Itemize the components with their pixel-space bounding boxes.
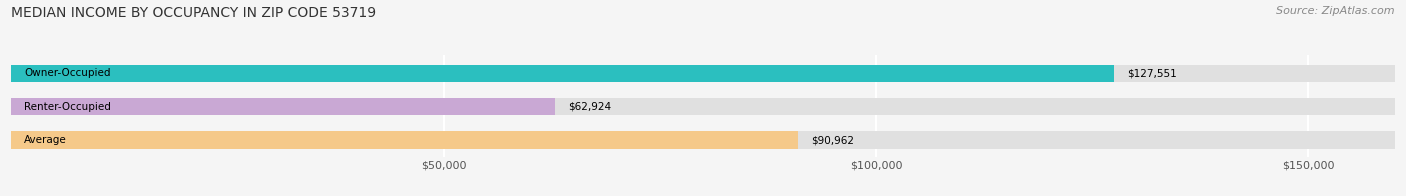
Text: $90,962: $90,962: [811, 135, 853, 145]
Bar: [11, 64, 1395, 82]
Text: Owner-Occupied: Owner-Occupied: [24, 68, 111, 78]
Bar: [11, 98, 1395, 115]
Text: Source: ZipAtlas.com: Source: ZipAtlas.com: [1277, 6, 1395, 16]
Text: $62,924: $62,924: [568, 102, 612, 112]
Bar: [11, 64, 1114, 82]
Text: Renter-Occupied: Renter-Occupied: [24, 102, 111, 112]
Text: Average: Average: [24, 135, 67, 145]
Bar: [11, 98, 555, 115]
Bar: [11, 131, 1395, 149]
Text: MEDIAN INCOME BY OCCUPANCY IN ZIP CODE 53719: MEDIAN INCOME BY OCCUPANCY IN ZIP CODE 5…: [11, 6, 377, 20]
Bar: [11, 131, 797, 149]
Text: $127,551: $127,551: [1128, 68, 1177, 78]
